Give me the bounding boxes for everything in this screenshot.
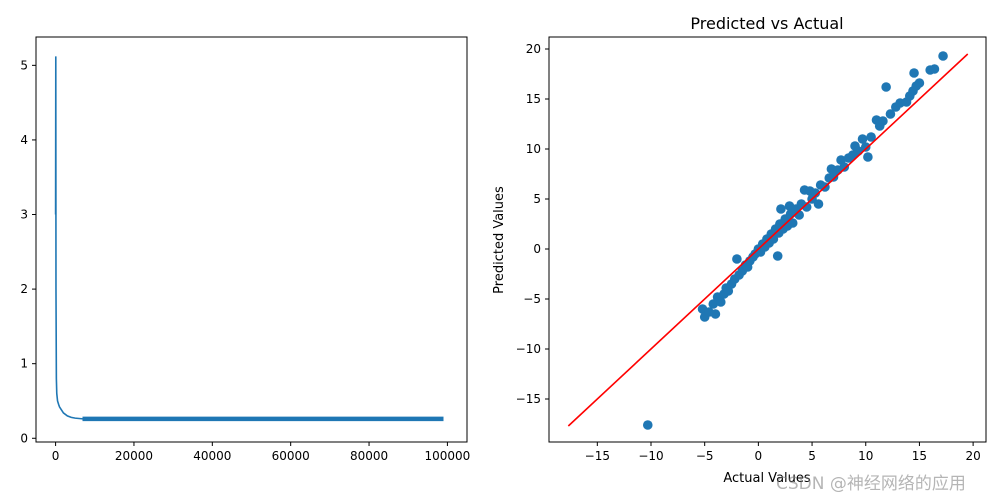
left-x-tick-label: 40000 <box>193 449 231 463</box>
right-y-tick-label: −15 <box>516 392 541 406</box>
scatter-point <box>732 254 742 264</box>
right-x-ticks: −15 −10 −5 0 5 10 15 20 <box>585 442 981 463</box>
scatter-point <box>860 142 871 152</box>
left-y-tick-label: 5 <box>20 58 28 72</box>
scatter-point <box>813 199 824 209</box>
scatter-point <box>715 297 726 307</box>
left-y-tick-label: 4 <box>20 133 28 147</box>
scatter-point <box>857 134 868 144</box>
scatter-point <box>772 251 783 261</box>
scatter-point <box>839 162 850 172</box>
right-x-tick-label: 0 <box>755 449 763 463</box>
right-x-tick-label: −5 <box>696 449 714 463</box>
scatter-point <box>863 152 873 162</box>
reference-line-group <box>567 53 969 427</box>
scatter-point <box>801 202 812 212</box>
scatter-point <box>909 68 919 78</box>
left-x-ticks: 0 20000 40000 60000 80000 100000 <box>52 442 471 463</box>
predicted-vs-actual-chart: Predicted vs Actual −15 −10 −5 0 5 10 15 20 −15… <box>492 14 987 486</box>
left-y-tick-label: 0 <box>20 431 28 445</box>
scatter-point <box>810 188 821 198</box>
left-x-tick-label: 0 <box>52 449 60 463</box>
right-chart-title: Predicted vs Actual <box>690 14 843 33</box>
scatter-point <box>938 51 948 61</box>
scatter-points-group <box>642 51 948 430</box>
loss-curve-chart: 0 20000 40000 60000 80000 100000 0 1 2 3 4 5 <box>20 36 471 463</box>
scatter-point <box>708 299 719 309</box>
scatter-point <box>866 132 876 142</box>
left-y-tick-label: 2 <box>20 282 28 296</box>
scatter-point <box>881 82 891 92</box>
loss-line <box>54 56 444 420</box>
scatter-point <box>787 218 798 228</box>
left-x-tick-label: 80000 <box>350 449 388 463</box>
left-y-tick-label: 1 <box>20 357 28 371</box>
left-x-tick-label: 100000 <box>425 449 471 463</box>
right-y-tick-label: 10 <box>526 142 541 156</box>
left-plot-frame <box>35 36 468 443</box>
left-y-ticks: 0 1 2 3 4 5 <box>20 58 36 445</box>
right-x-tick-label: 20 <box>965 449 980 463</box>
right-y-tick-label: −5 <box>523 292 541 306</box>
loss-series-group <box>54 56 444 422</box>
scatter-point <box>776 204 786 214</box>
right-y-tick-label: 20 <box>526 42 541 56</box>
reference-line <box>567 53 969 427</box>
scatter-point <box>929 64 940 74</box>
right-x-tick-label: −15 <box>585 449 610 463</box>
right-x-tick-label: 5 <box>808 449 816 463</box>
scatter-point <box>885 109 896 119</box>
right-x-tick-label: 15 <box>912 449 927 463</box>
left-y-tick-label: 3 <box>20 208 28 222</box>
right-x-tick-label: −10 <box>638 449 663 463</box>
left-x-tick-label: 60000 <box>272 449 310 463</box>
right-x-axis-label: Actual Values <box>723 471 811 486</box>
watermark-text: CSDN @神经网络的应用 <box>776 474 966 494</box>
right-y-tick-label: 0 <box>533 242 541 256</box>
right-x-tick-label: 10 <box>858 449 873 463</box>
scatter-point <box>642 420 653 430</box>
right-plot-frame <box>548 36 987 443</box>
scatter-point <box>878 116 888 126</box>
right-y-tick-label: 15 <box>526 92 541 106</box>
scatter-point <box>710 309 721 319</box>
right-y-tick-label: 5 <box>533 192 541 206</box>
left-x-tick-label: 20000 <box>115 449 153 463</box>
scatter-point <box>914 78 925 88</box>
right-y-axis-label: Predicted Values <box>492 186 507 294</box>
scatter-point <box>828 172 839 182</box>
right-y-ticks: −15 −10 −5 0 5 10 15 20 <box>516 42 549 406</box>
right-y-tick-label: −10 <box>516 342 541 356</box>
